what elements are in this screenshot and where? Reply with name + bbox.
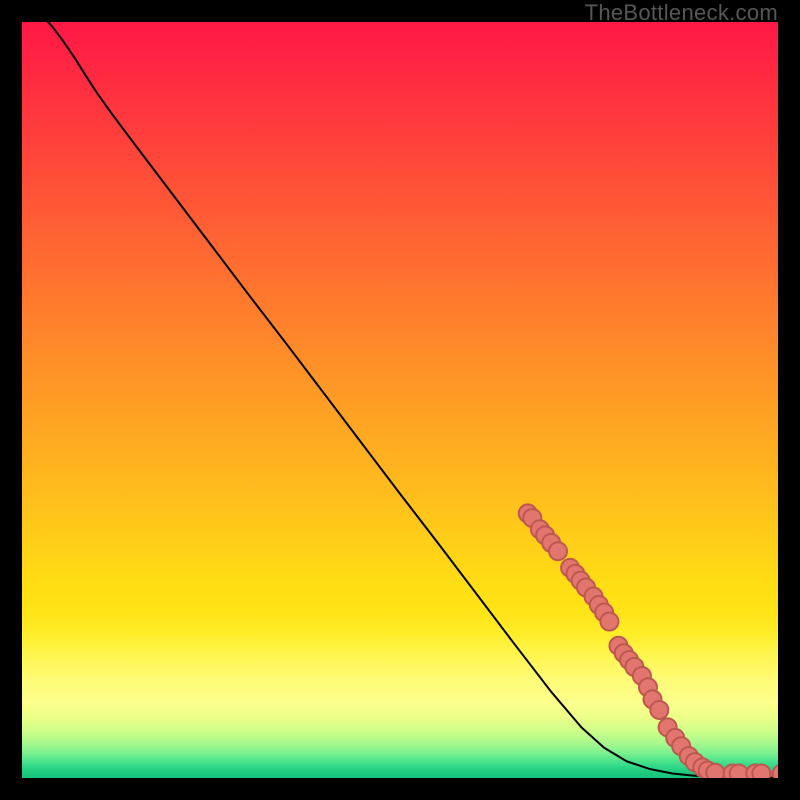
chart-background — [22, 22, 778, 778]
data-point — [600, 613, 618, 631]
data-point — [706, 764, 724, 782]
data-point — [773, 764, 791, 782]
bottleneck-chart — [0, 0, 800, 800]
data-point — [730, 764, 748, 782]
data-point — [752, 764, 770, 782]
data-point — [650, 701, 668, 719]
data-point — [549, 542, 567, 560]
